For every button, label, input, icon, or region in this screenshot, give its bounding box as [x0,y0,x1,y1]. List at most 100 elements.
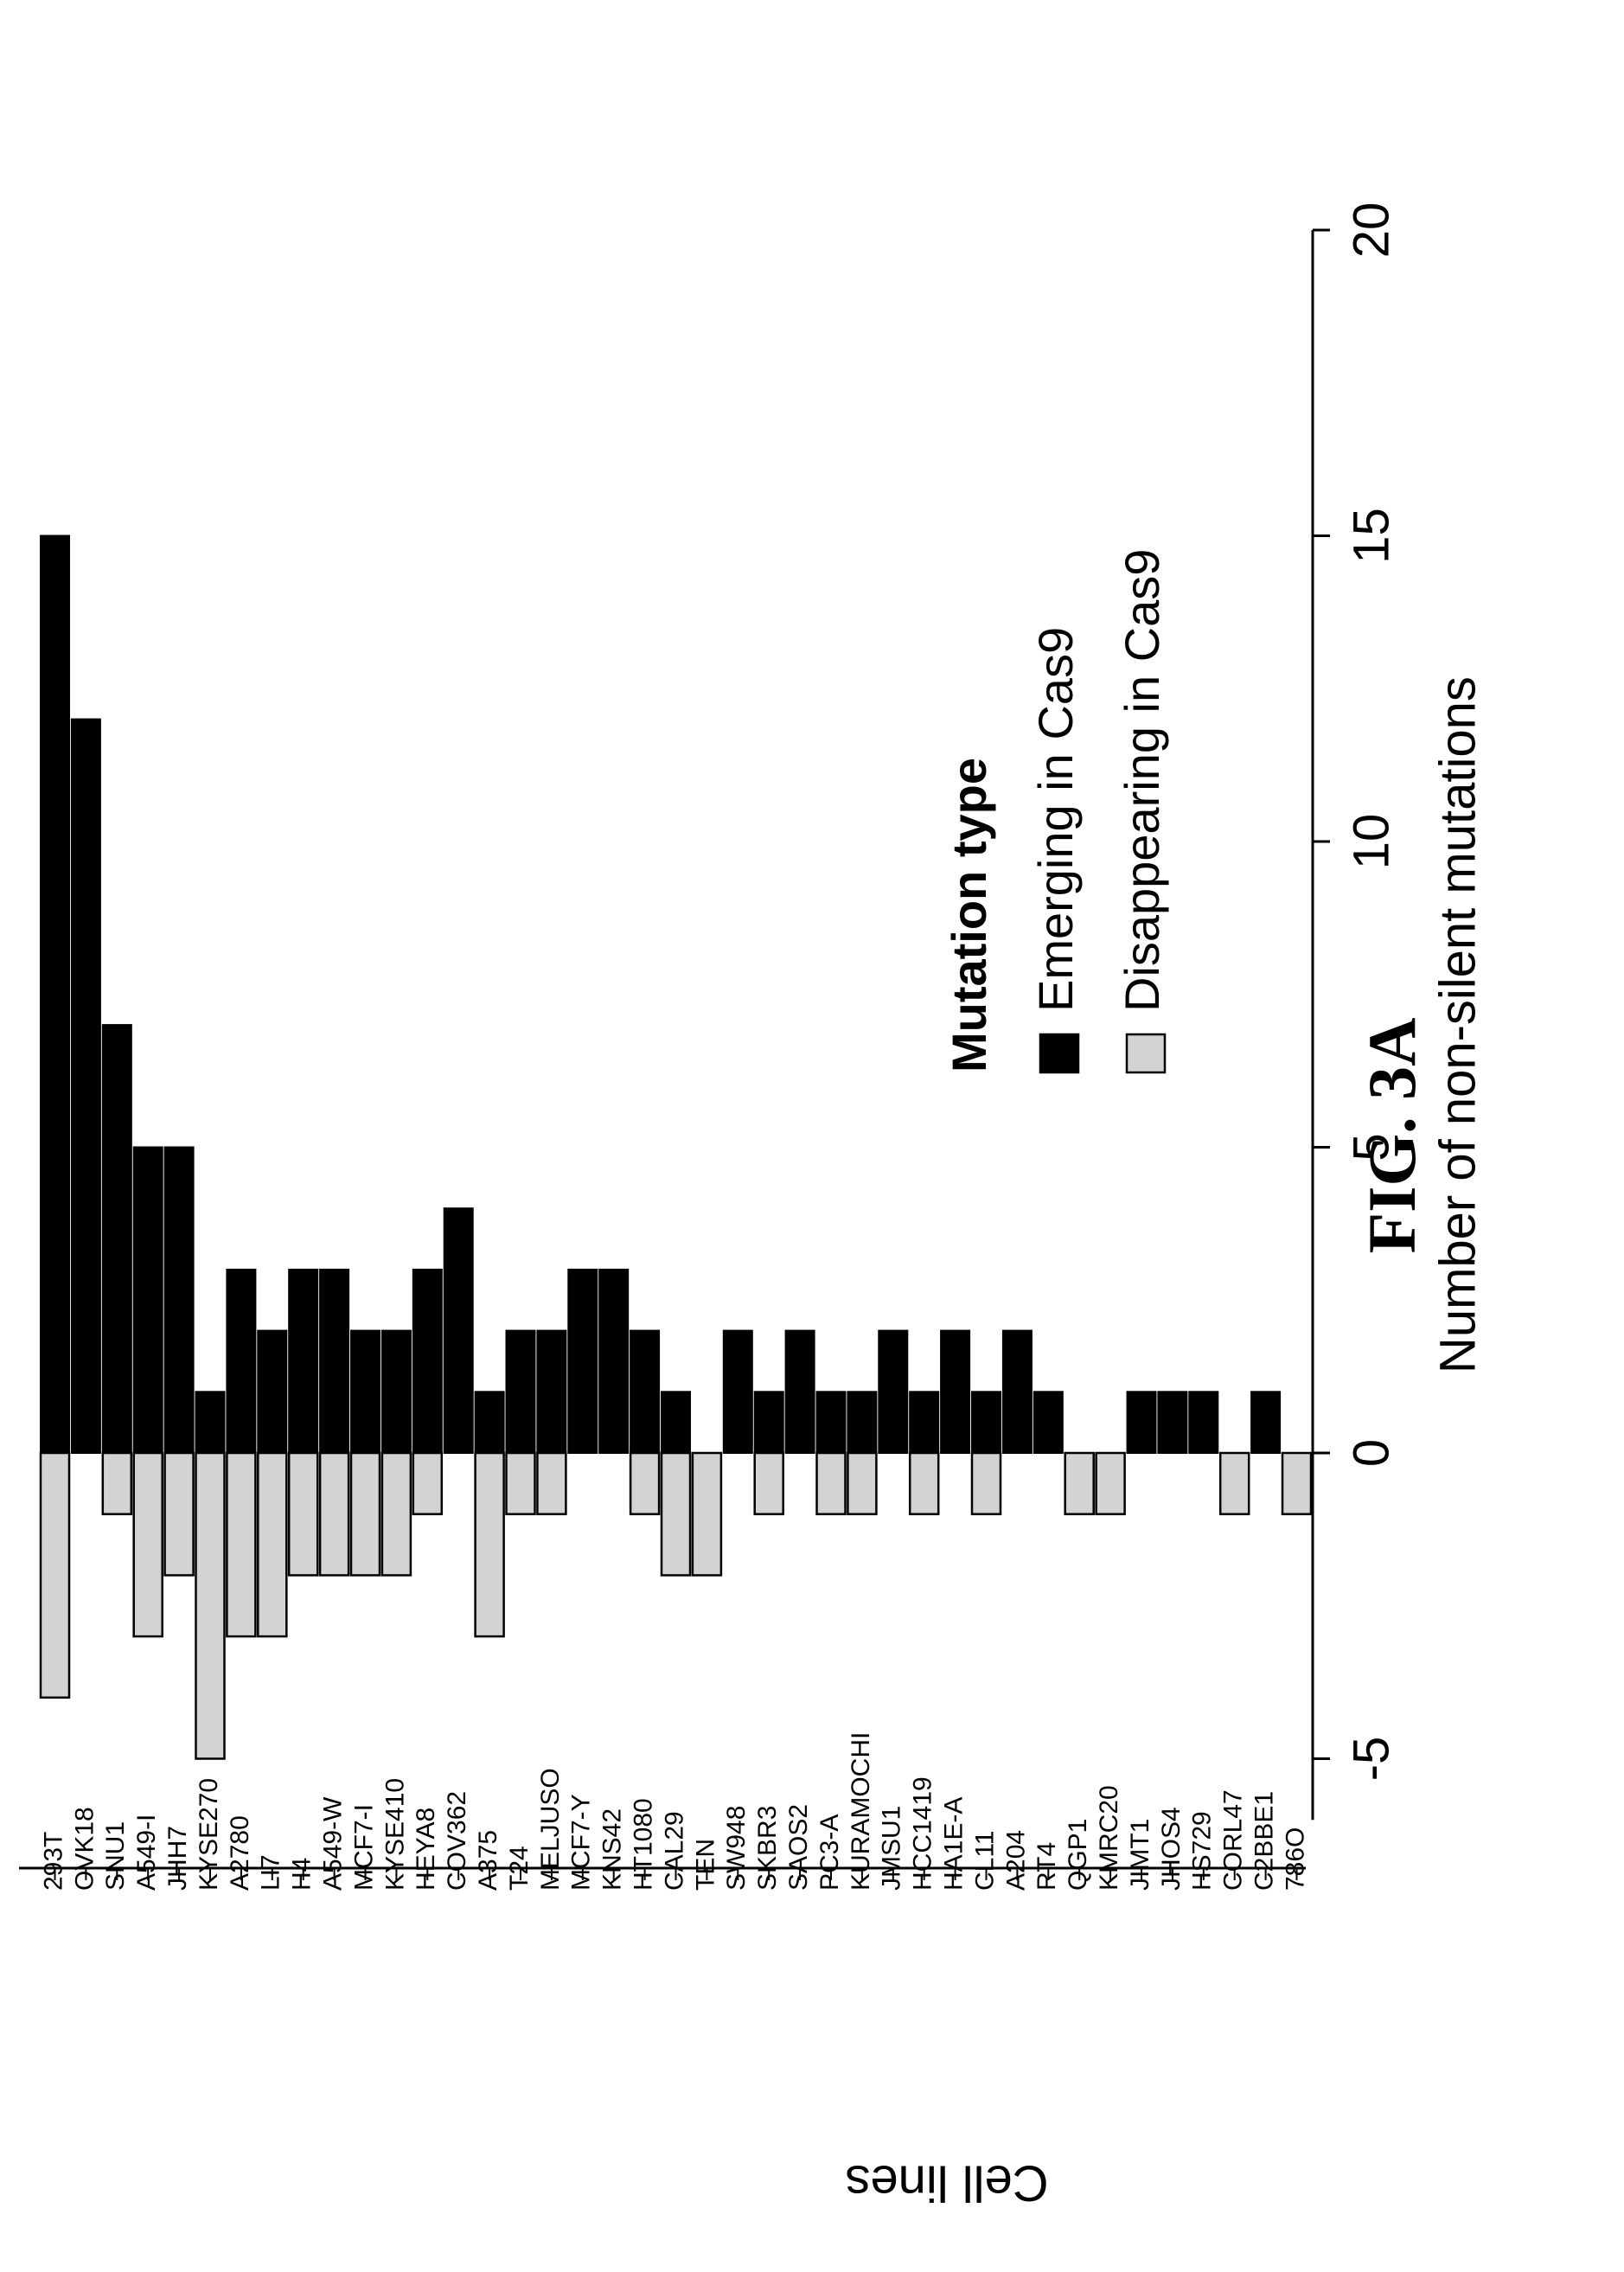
category-label-ht1080: HT1080 [630,1798,658,1891]
bar-emerging-a375 [474,1391,505,1455]
figure-caption: FIG. 3A [1354,1017,1429,1254]
bar-emerging-pc3-a [815,1391,847,1455]
bar-emerging-jhos4 [1157,1391,1188,1455]
bar-disappearing-jhh7 [163,1451,195,1577]
bar-emerging-a549-w [319,1268,350,1455]
bar-disappearing-meljuso [536,1451,567,1515]
bar-emerging-heya8 [412,1268,443,1455]
bar-disappearing-a549-w [318,1451,350,1577]
bar-disappearing-a375 [474,1451,505,1638]
category-label-hs729: HS729 [1188,1811,1217,1891]
category-label-a204: A204 [1001,1830,1030,1891]
legend-label-disappearing: Disappearing in Cas9 [1115,549,1169,1012]
bar-emerging-t24 [505,1329,536,1454]
legend-swatch-disappearing [1125,1033,1167,1074]
category-label-qgp1: QGP1 [1064,1819,1092,1891]
bar-emerging-kyse270 [195,1391,226,1455]
bar-emerging-jmsu1 [878,1329,909,1454]
value-tick-label: 5 [1343,1133,1399,1161]
bar-disappearing-cal29 [660,1451,692,1577]
bar-disappearing-mcf7-i [349,1451,381,1577]
value-axis-title: Number of non-silent mutations [1429,676,1486,1373]
category-label-meljuso: MELJUSO [536,1768,565,1891]
bar-disappearing-h4 [287,1451,319,1577]
bar-disappearing-786o [1281,1451,1313,1515]
category-label-sw948: SW948 [722,1806,751,1891]
bar-emerging-kns42 [598,1268,630,1455]
bar-emerging-jhh7 [163,1146,195,1454]
category-label-h4: H4 [288,1858,316,1891]
value-tick-label: 10 [1343,814,1399,870]
bar-emerging-hs729 [1188,1391,1219,1455]
category-label-jhh7: JHH7 [163,1826,192,1891]
category-label-kyse410: KYSE410 [380,1778,409,1891]
bar-emerging-cov362 [443,1207,474,1454]
category-label-kmrc20: KMRC20 [1095,1785,1123,1891]
legend-label-emerging: Emerging in Cas9 [1028,627,1083,1012]
labels-group: 293T OVK18 SNU1 A549-I JHH7 KYSE270 A2780 LI7 H4… [39,202,1486,2211]
category-label-jmsu1: JMSU1 [878,1806,906,1891]
legend-title: Mutation type [942,758,996,1072]
bar-emerging-rt4 [1033,1391,1064,1455]
bar-emerging-293t [40,534,70,1454]
value-tick-label: 20 [1343,202,1399,259]
bar-disappearing-a549-i [132,1451,163,1638]
category-label-a375: A375 [474,1830,502,1891]
bar-disappearing-snu1 [101,1451,133,1515]
category-label-mcf7-i: MCF7-I [349,1804,378,1891]
bar-emerging-meljuso [536,1329,567,1454]
category-label-saos2: SAOS2 [784,1804,813,1891]
category-label-jhos4: JHOS4 [1157,1807,1186,1891]
bar-disappearing-cl11 [970,1451,1002,1515]
legend: Mutation type Emerging in Cas9 Disappearin… [942,549,1169,1074]
category-label-mcf7-y: MCF7-Y [567,1794,596,1891]
bar-emerging-li7 [257,1329,288,1454]
value-tick-label: -5 [1343,1737,1399,1782]
bar-emerging-snu1 [101,1024,132,1454]
bar-emerging-skbr3 [753,1391,784,1455]
bar-emerging-ovk18 [70,718,101,1454]
bar-emerging-c2bbe1 [1250,1391,1282,1455]
axes-group [19,228,1330,1880]
bar-disappearing-kuramochi [847,1451,878,1515]
category-label-jimt1: JIMT1 [1126,1819,1154,1891]
bar-emerging-cl11 [971,1391,1001,1455]
bar-emerging-a204 [1001,1329,1033,1454]
bar-emerging-jimt1 [1126,1391,1157,1455]
bars-group [39,534,1313,1760]
bar-emerging-hcc1419 [909,1391,940,1455]
bar-disappearing-ht1080 [629,1451,661,1515]
bar-emerging-saos2 [784,1329,815,1454]
bar-disappearing-kyse410 [380,1451,412,1577]
plot-area: 293T OVK18 SNU1 A549-I JHH7 KYSE270 A2780 LI7 H4… [19,202,1486,2211]
bar-disappearing-skbr3 [753,1451,784,1515]
category-label-kyse270: KYSE270 [195,1778,223,1891]
category-label-pc3-a: PC3-A [815,1814,844,1891]
category-label-corl47: CORL47 [1219,1789,1248,1891]
bar-disappearing-corl47 [1218,1451,1250,1515]
category-label-ha1e-a: HA1E-A [940,1797,969,1891]
legend-swatch-emerging [1039,1033,1080,1074]
bar-emerging-sw948 [722,1329,753,1454]
bar-disappearing-293t [39,1451,71,1699]
category-label-skbr3: SKBR3 [753,1806,782,1891]
bar-disappearing-a2780 [226,1451,257,1638]
bar-emerging-ha1e-a [940,1329,971,1454]
bar-emerging-mcf7-i [350,1329,380,1454]
category-label-t24: T24 [505,1846,534,1891]
bar-emerging-mcf7-y [567,1268,598,1455]
category-label-cl11: CL11 [970,1831,999,1891]
bar-emerging-a2780 [226,1268,257,1455]
category-label-hcc1419: HCC1419 [909,1776,937,1891]
category-label-heya8: HEYA8 [412,1808,440,1891]
bar-disappearing-kmrc20 [1095,1451,1126,1515]
category-label-kuramochi: KURAMOCHI [847,1732,875,1891]
bar-disappearing-qgp1 [1064,1451,1095,1515]
category-label-786o: 786O [1281,1827,1309,1891]
category-label-293t: 293T [39,1832,67,1891]
bar-emerging-ht1080 [630,1329,661,1454]
category-label-a2780: A2780 [226,1815,254,1891]
category-label-li7: LI7 [257,1854,285,1891]
category-axis-title: Cell lines [845,2155,1048,2211]
